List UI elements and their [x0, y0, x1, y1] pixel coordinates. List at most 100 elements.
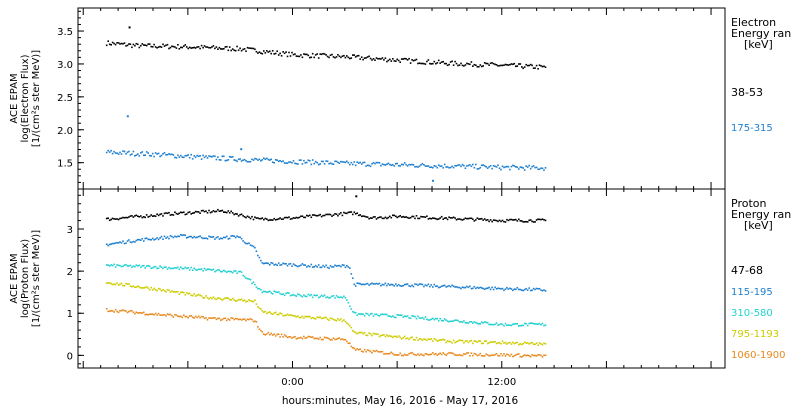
data-point: [350, 326, 353, 329]
data-point: [463, 164, 465, 167]
data-point: [491, 220, 493, 223]
data-point: [226, 159, 228, 162]
data-point: [451, 165, 453, 168]
data-point: [190, 235, 192, 238]
data-point: [531, 64, 533, 67]
data-point: [467, 164, 470, 167]
data-point: [169, 46, 172, 49]
data-point: [445, 286, 447, 288]
data-point: [503, 342, 505, 344]
data-point: [449, 285, 452, 288]
data-point: [495, 322, 498, 324]
data-point: [292, 53, 295, 56]
data-point: [228, 237, 231, 240]
y-tick-label: 2.5: [57, 93, 73, 104]
data-point: [461, 286, 464, 288]
data-point: [411, 315, 413, 317]
data-point: [181, 267, 184, 270]
data-point: [335, 294, 338, 297]
data-point: [211, 297, 213, 300]
data-point: [202, 46, 204, 49]
data-point: [159, 288, 161, 290]
data-point: [383, 284, 385, 286]
data-point: [509, 218, 511, 221]
data-point: [236, 213, 238, 215]
data-point: [184, 266, 187, 269]
data-point: [476, 217, 479, 219]
data-point: [519, 288, 522, 291]
data-point: [220, 210, 222, 212]
data-point: [365, 312, 367, 315]
data-point: [200, 295, 203, 297]
data-point: [492, 288, 495, 291]
data-point: [188, 292, 191, 295]
data-point: [491, 286, 493, 289]
data-point: [427, 283, 430, 286]
data-point: [437, 218, 440, 220]
data-point: [461, 340, 464, 342]
data-point: [516, 220, 519, 222]
plot-frame: [77, 7, 726, 190]
data-point: [269, 159, 271, 161]
data-point: [188, 211, 191, 213]
data-point: [529, 342, 532, 344]
data-point: [457, 218, 459, 220]
data-point: [126, 283, 129, 285]
data-point: [303, 264, 305, 266]
data-point: [405, 216, 407, 218]
data-point: [145, 214, 148, 216]
data-point: [215, 236, 218, 239]
data-point: [372, 350, 375, 352]
x-tick-label: 0:00: [281, 377, 303, 388]
data-point: [116, 218, 118, 220]
data-point: [209, 317, 212, 319]
data-point: [531, 289, 533, 292]
data-point: [108, 282, 111, 284]
data-point: [159, 237, 161, 239]
data-point: [424, 284, 427, 286]
data-point: [525, 220, 527, 223]
data-point: [368, 55, 370, 58]
data-point: [234, 317, 237, 320]
data-point: [537, 218, 539, 220]
data-point: [435, 62, 437, 65]
data-point: [148, 265, 151, 268]
data-point: [283, 216, 286, 219]
data-point: [300, 159, 302, 161]
data-point: [501, 340, 504, 343]
data-point: [344, 212, 347, 214]
data-point: [166, 289, 169, 291]
data-point: [455, 341, 458, 343]
data-point: [421, 283, 424, 286]
data-point: [399, 61, 401, 63]
data-point: [291, 314, 293, 317]
data-point: [300, 264, 302, 267]
data-point: [132, 285, 135, 287]
data-point: [120, 42, 123, 45]
data-point: [515, 218, 517, 221]
data-point: [160, 46, 163, 48]
data-point: [446, 64, 449, 67]
data-point: [298, 316, 301, 319]
data-point: [387, 216, 390, 219]
data-point: [338, 55, 341, 58]
data-point: [162, 267, 164, 270]
data-point: [177, 44, 179, 46]
x-axis-label: hours:minutes, May 16, 2016 - May 17, 20…: [282, 395, 519, 407]
data-point: [399, 215, 401, 217]
data-point: [217, 48, 219, 50]
data-point: [252, 320, 255, 323]
data-point: [362, 58, 364, 61]
data-point: [363, 215, 366, 218]
data-point: [153, 314, 155, 316]
data-point: [466, 340, 468, 342]
data-point: [494, 63, 496, 66]
data-point: [340, 160, 342, 163]
data-point: [226, 271, 228, 273]
data-point: [234, 270, 237, 272]
data-point: [483, 321, 486, 323]
data-point: [322, 317, 324, 319]
data-point: [159, 155, 161, 158]
data-point: [227, 270, 230, 273]
data-point: [476, 341, 479, 343]
